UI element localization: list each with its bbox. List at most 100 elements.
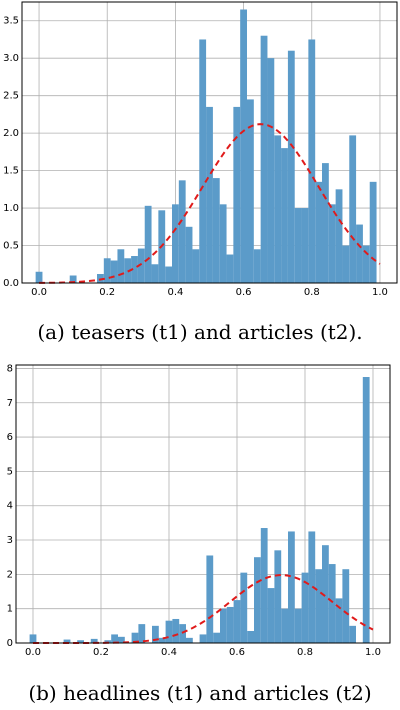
histogram-bar <box>220 608 227 643</box>
y-tick-label: 6 <box>7 432 13 443</box>
chart-panel-b: 0.0 0.2 0.4 0.6 0.8 1.0 0 1 2 3 4 5 6 7 8 (b) headline… <box>0 355 400 710</box>
x-tick-label: 0.2 <box>93 647 109 658</box>
x-tick-label: 0.8 <box>297 647 313 658</box>
histogram-bar <box>206 555 214 643</box>
histogram-bar <box>362 377 370 643</box>
histogram-bar <box>35 271 43 283</box>
histogram-bar <box>240 9 247 283</box>
histogram-bar <box>274 135 282 283</box>
x-tick-label: 0.6 <box>229 647 245 658</box>
histogram-bar <box>185 226 193 283</box>
histogram-bar <box>213 632 220 643</box>
y-tick-label: 3 <box>7 535 13 546</box>
x-tick-label: 0.4 <box>161 647 177 658</box>
histogram-bar <box>301 208 309 283</box>
histogram-bar <box>294 608 302 643</box>
histogram-bar <box>151 264 159 283</box>
histogram-bar <box>165 620 173 643</box>
histogram-bar <box>308 531 316 643</box>
histogram-bar <box>247 630 254 643</box>
histogram-bar <box>104 640 112 643</box>
histogram-bar <box>63 639 71 643</box>
fit-curve <box>39 123 381 284</box>
y-tick-label: 3.0 <box>3 53 19 64</box>
histogram-bar <box>29 634 37 643</box>
y-tick-label: 4 <box>7 501 13 512</box>
histogram-bar <box>158 637 166 643</box>
x-tick-label: 0.8 <box>304 287 320 298</box>
caption-b: (b) headlines (t1) and articles (t2) <box>28 681 372 705</box>
histogram-bar <box>287 50 295 283</box>
histogram-bar <box>240 572 248 643</box>
histogram-bar <box>342 569 350 643</box>
histogram-bar <box>138 624 146 643</box>
histogram-bar <box>77 640 84 643</box>
histogram-bar <box>322 545 329 643</box>
plot-frame <box>21 1 398 284</box>
histogram-bar <box>294 208 302 283</box>
histogram-bar <box>111 634 118 643</box>
histogram-bar <box>131 256 138 283</box>
histogram-bar <box>267 58 275 284</box>
histogram-bar <box>254 557 261 643</box>
histogram-bar <box>226 254 234 283</box>
histogram-bar <box>356 224 363 283</box>
histogram-bar <box>90 638 98 643</box>
histogram-teasers-articles: 0.0 0.2 0.4 0.6 0.8 1.0 0.0 0.5 1.0 1.5 2.0 2.5 3.0 3… <box>3 1 398 298</box>
histogram-bar <box>212 178 220 283</box>
histogram-bar <box>349 625 356 643</box>
histogram-bar <box>315 569 322 643</box>
histogram-bar <box>186 637 193 643</box>
y-tick-label: 1 <box>7 604 13 615</box>
histogram-bar <box>288 531 295 643</box>
histogram-bar <box>206 106 213 283</box>
y-tick-label: 2.0 <box>3 128 19 139</box>
histogram-bar <box>199 634 207 643</box>
histogram-bar <box>199 39 207 283</box>
histogram-bar <box>308 39 316 283</box>
histogram-bar <box>103 258 111 283</box>
y-tick-label: 2 <box>7 569 13 580</box>
histogram-bar <box>172 204 179 283</box>
histogram-bar <box>328 564 336 643</box>
histogram-bar <box>362 245 370 283</box>
x-tick-label: 0.6 <box>236 287 252 298</box>
histogram-bar <box>97 274 104 283</box>
histogram-bar <box>281 148 288 283</box>
histogram-bar <box>219 204 227 283</box>
x-tick-label: 0.2 <box>99 287 115 298</box>
chart-panel-a: 0.0 0.2 0.4 0.6 0.8 1.0 0.0 0.5 1.0 1.5 2.0 2.5 3.0 3… <box>3 1 398 344</box>
histogram-bar <box>342 245 350 283</box>
histogram-bar <box>328 204 336 283</box>
histogram-bar <box>165 266 172 283</box>
histogram-bar <box>131 632 139 643</box>
histogram-bar <box>281 608 288 643</box>
histogram-bar <box>315 181 322 283</box>
x-tick-label: 1.0 <box>365 647 381 658</box>
y-tick-label: 2.5 <box>3 91 19 102</box>
x-tick-label: 1.0 <box>372 287 388 298</box>
histogram-bar <box>322 163 329 283</box>
histogram-bar <box>349 135 357 283</box>
histogram-bar <box>178 180 186 283</box>
histogram-bar <box>301 572 309 643</box>
histogram-bar <box>118 636 125 643</box>
histogram-bar <box>192 249 200 283</box>
y-tick-label: 1.0 <box>3 203 19 214</box>
histogram-bar <box>247 99 254 283</box>
histogram-headlines-articles: 0.0 0.2 0.4 0.6 0.8 1.0 0 1 2 3 4 5 6 7 8 <box>7 363 391 658</box>
plot-frame <box>15 364 391 644</box>
x-tick-label: 0.0 <box>31 287 47 298</box>
y-tick-label: 5 <box>7 466 13 477</box>
histogram-bar <box>152 625 159 643</box>
histogram-bar <box>369 181 377 283</box>
histogram-bar <box>69 275 77 283</box>
histogram-bar <box>260 528 268 643</box>
histogram-bar <box>260 35 268 283</box>
y-tick-label: 3.5 <box>3 16 19 27</box>
y-tick-label: 0.0 <box>3 278 19 289</box>
y-tick-label: 7 <box>7 398 13 409</box>
histogram-bar <box>253 249 261 283</box>
y-tick-label: 8 <box>7 363 13 374</box>
histogram-bar <box>233 600 241 643</box>
